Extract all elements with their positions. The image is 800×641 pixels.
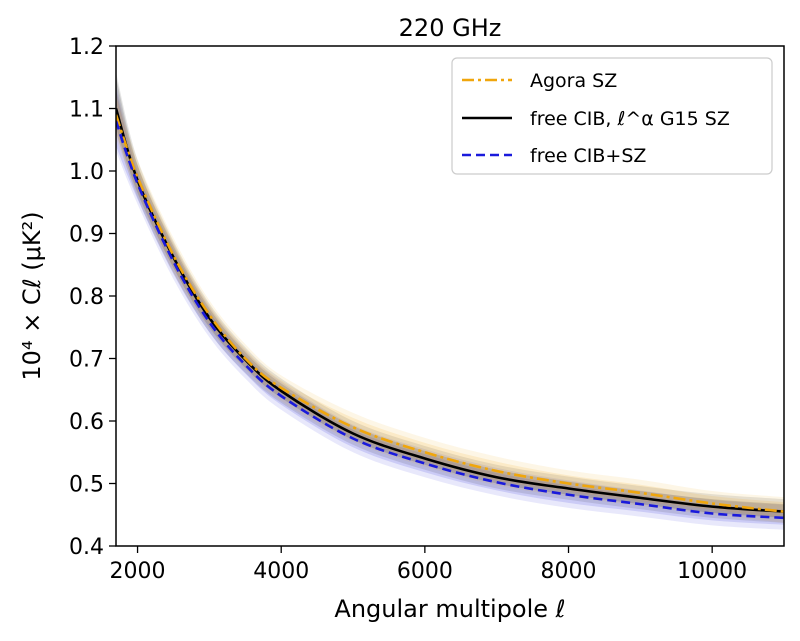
y-tick-label-5: 0.9 [69,223,104,248]
y-tick-label-2: 0.6 [69,410,104,435]
x-tick-label-3: 8000 [541,559,597,584]
legend-label-0: Agora SZ [530,70,617,92]
x-tick-label-4: 10000 [677,559,747,584]
x-axis-label: Angular multipole ℓ [334,595,565,623]
y-tick-label-3: 0.7 [69,348,104,373]
series-line-2 [116,120,784,520]
legend-box [451,57,773,175]
y-tick-label-7: 1.1 [69,98,104,123]
y-tick-label-1: 0.5 [69,473,104,498]
chart-title: 220 GHz [399,14,502,42]
x-tick-label-0: 2000 [110,559,166,584]
series-line-1 [116,108,784,513]
y-tick-label-4: 0.8 [69,285,104,310]
x-tick-label-2: 6000 [397,559,453,584]
legend-label-1: free CIB, ℓ^α G15 SZ [530,108,730,130]
y-tick-label-8: 1.2 [69,35,104,60]
y-tick-label-0: 0.4 [69,535,104,560]
y-tick-label-6: 1.0 [69,160,104,185]
legend-label-2: free CIB+SZ [530,145,646,167]
legend: Agora SZ free CIB, ℓ^α G15 SZ free CIB+SZ [451,57,773,175]
x-tick-label-1: 4000 [253,559,309,584]
y-axis-label: 10⁴ × Cℓ (μK²) [18,211,46,380]
